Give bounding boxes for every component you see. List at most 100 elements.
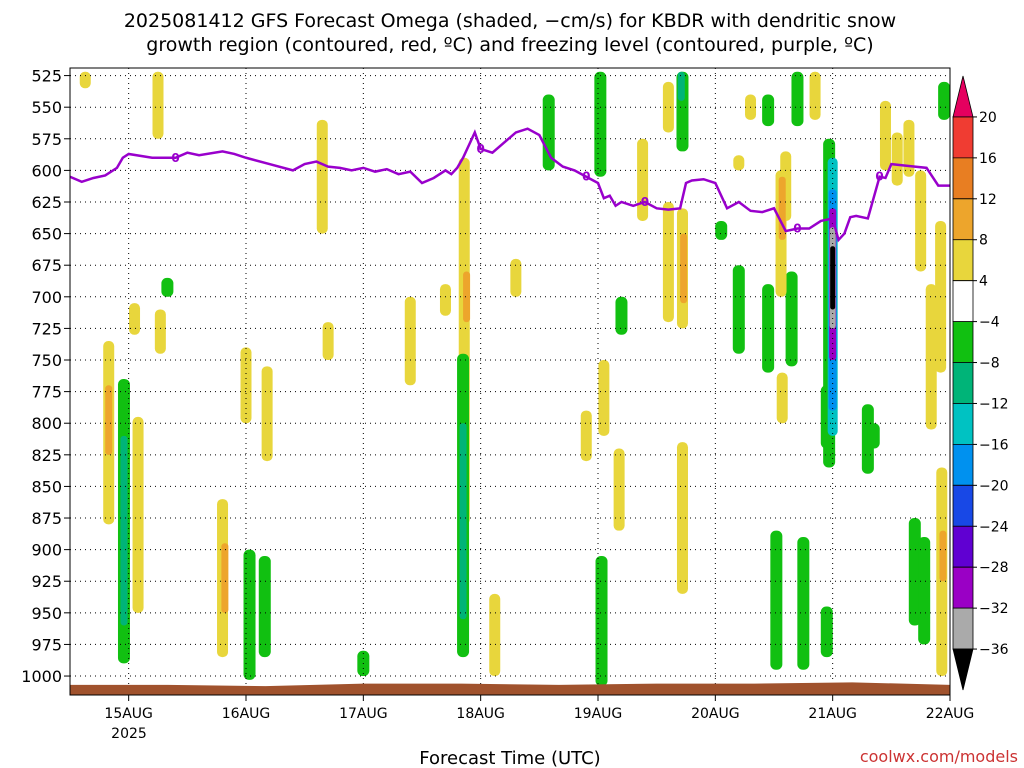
y-tick-label-13: 850 [31, 477, 62, 496]
colorbar-label-10: −24 [979, 519, 1009, 535]
omega-shade-70 [797, 536, 810, 670]
colorbar-swatch-0 [952, 75, 974, 118]
x-tick-label-7: 22AUG [926, 706, 975, 722]
credit-text: coolwx.com/models [860, 747, 1018, 766]
y-tick-label-12: 825 [31, 446, 62, 465]
x-tick-label-2: 17AUG [339, 706, 388, 722]
omega-shade-24 [594, 71, 607, 177]
y-tick-label-18: 975 [31, 635, 62, 654]
y-tick-label-5: 650 [31, 225, 62, 244]
plot-area: 0 0 0 0 0 0 [69, 67, 951, 696]
plot-frame [69, 67, 951, 696]
y-tick-label-9: 750 [31, 351, 62, 370]
colorbar-swatch-12 [952, 566, 974, 609]
x-tick-label-1: 16AUG [222, 706, 271, 722]
y-tick-label-3: 600 [31, 161, 62, 180]
colorbar-label-9: −20 [979, 478, 1009, 494]
omega-shade-42 [762, 94, 775, 127]
x-axis-label: Forecast Time (UTC) [419, 748, 600, 768]
colorbar-label-1: 16 [979, 151, 997, 167]
omega-shade-60 [903, 119, 915, 177]
y-tick-label-2: 575 [31, 130, 62, 149]
y-tick-label-17: 950 [31, 604, 62, 623]
colorbar-label-12: −32 [979, 601, 1009, 617]
omega-shade-68 [939, 530, 947, 582]
colorbar-swatch-2 [952, 157, 974, 200]
colorbar-label-7: −12 [979, 396, 1009, 412]
colorbar-swatch-10 [952, 484, 974, 527]
omega-shade-16 [439, 284, 451, 316]
colorbar-label-0: 20 [979, 110, 997, 126]
y-tick-label-1: 550 [31, 98, 62, 117]
omega-shade-71 [820, 606, 833, 658]
omega-shade-18 [463, 271, 471, 323]
omega-shade-40 [785, 271, 798, 367]
y-tick-label-10: 775 [31, 383, 62, 402]
omega-shade-59 [891, 132, 903, 186]
freezing-level-labels: 0 0 0 0 0 0 [171, 142, 883, 236]
omega-shade-57 [867, 423, 880, 449]
omega-shade-61 [938, 81, 951, 120]
omega-shade-0 [79, 71, 91, 89]
y-tick-label-16: 925 [31, 572, 62, 591]
y-tick-label-11: 800 [31, 414, 62, 433]
omega-shade-74 [322, 322, 334, 361]
omega-shade-73 [404, 296, 416, 386]
omega-shade-7 [120, 435, 128, 626]
y-axis: 525 550 575 600 625 650 675 700 725 750 775 800 825 8… [21, 67, 70, 686]
colorbar-label-4: 4 [979, 274, 988, 290]
omega-shading [79, 71, 951, 687]
freezing-level-label-0: 0 [171, 151, 179, 165]
omega-shade-35 [662, 81, 674, 133]
omega-shade-4 [105, 385, 113, 455]
colorbar-swatch-11 [952, 525, 974, 568]
omega-shade-26 [580, 410, 592, 462]
x-tick-label-6: 21AUG [808, 706, 857, 722]
colorbar-label-2: 12 [979, 192, 997, 208]
omega-shade-39 [762, 284, 775, 373]
omega-shade-62 [915, 170, 927, 272]
colorbar-swatch-3 [952, 198, 974, 241]
colorbar-label-5: −4 [979, 315, 1000, 331]
omega-shade-25 [598, 360, 610, 436]
omega-shade-55 [830, 246, 836, 310]
omega-shade-10 [221, 543, 229, 613]
plot-background [70, 68, 950, 695]
colorbar-swatch-9 [952, 444, 974, 486]
omega-shade-31 [680, 233, 688, 304]
omega-shade-38 [732, 265, 745, 354]
freezing-level-contour [69, 127, 950, 243]
omega-shade-29 [662, 201, 674, 323]
y-tick-label-7: 700 [31, 288, 62, 307]
omega-shade-63 [925, 284, 937, 430]
omega-shade-34 [677, 71, 685, 101]
omega-shade-15 [316, 119, 328, 234]
freezing-level-label-5: 0 [875, 170, 883, 184]
omega-shade-11 [243, 549, 256, 680]
colorbar-label-6: −8 [979, 356, 1000, 372]
freezing-level-label-1: 0 [476, 142, 484, 156]
omega-shade-76 [613, 448, 625, 531]
omega-shade-72 [129, 303, 141, 335]
colorbar-label-13: −36 [979, 642, 1009, 658]
omega-shade-23 [542, 94, 555, 171]
omega-shade-12 [258, 555, 271, 658]
y-tick-label-15: 900 [31, 541, 62, 560]
y-tick-label-14: 875 [31, 509, 62, 528]
y-tick-label-4: 625 [31, 193, 62, 212]
omega-shade-28 [637, 138, 649, 221]
omega-shade-37 [715, 220, 728, 240]
omega-shade-13 [240, 347, 252, 424]
colorbar-label-11: −28 [979, 560, 1009, 576]
omega-shade-14 [261, 366, 273, 462]
omega-shade-20 [459, 423, 467, 620]
freezing-level-label-3: 0 [641, 195, 649, 209]
y-tick-label-19: 1000 [21, 667, 62, 686]
omega-shade-66 [918, 536, 931, 645]
omega-shade-32 [676, 442, 688, 594]
colorbar-swatch-6 [952, 321, 974, 363]
omega-shade-75 [510, 258, 522, 297]
omega-shade-65 [908, 518, 921, 626]
omega-shade-77 [615, 296, 628, 335]
